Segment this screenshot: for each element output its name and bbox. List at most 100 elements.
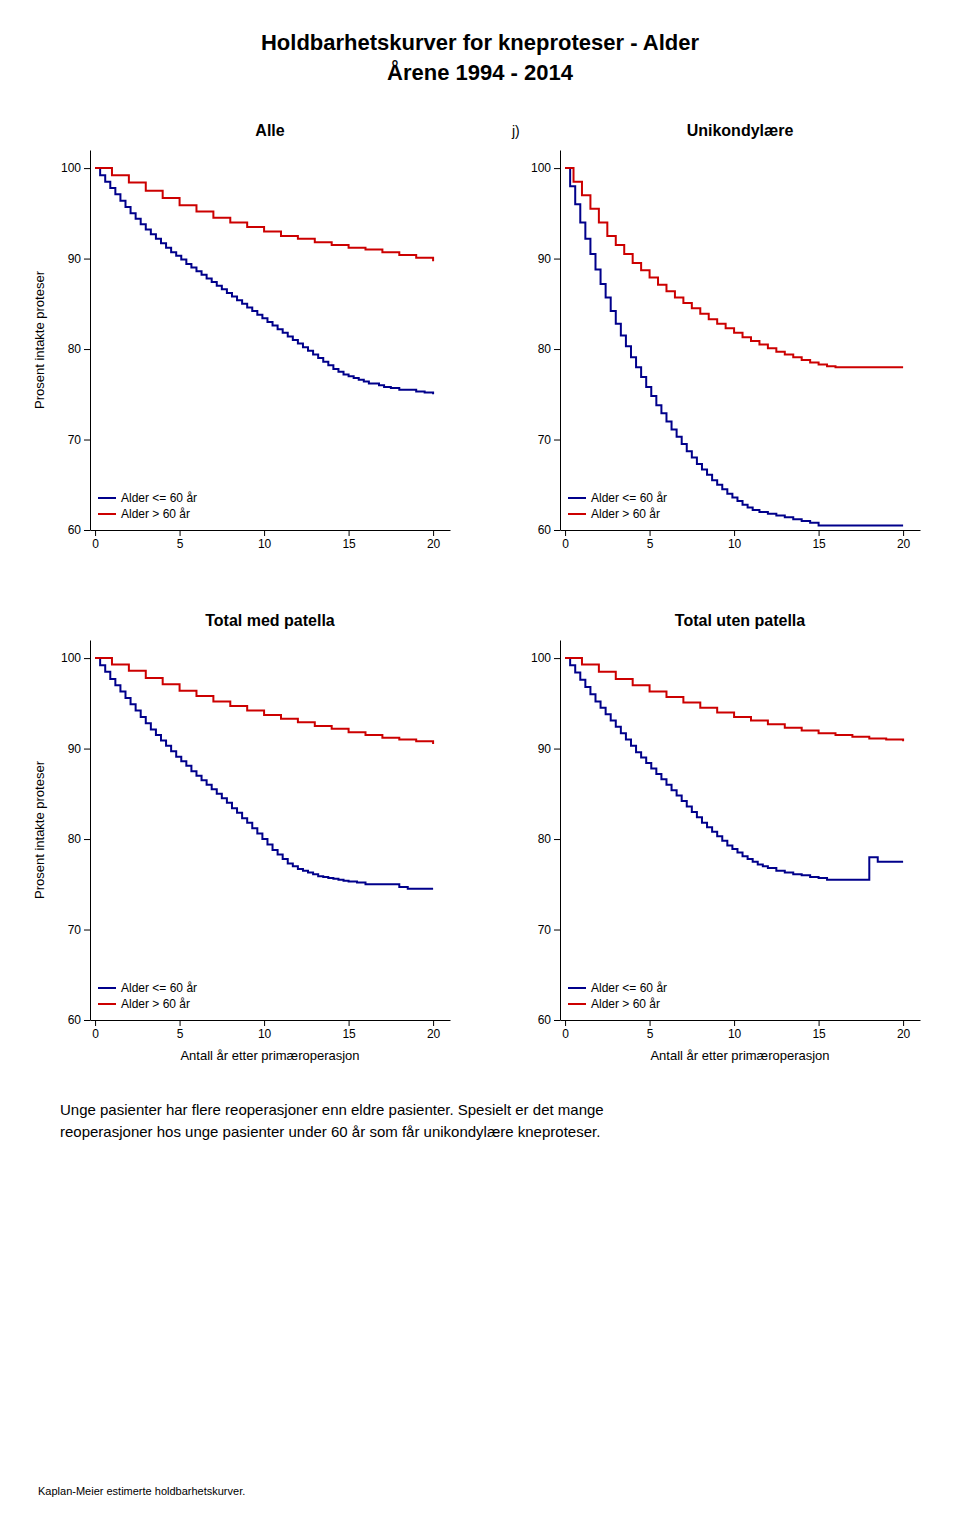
y-tick-mark bbox=[554, 440, 560, 441]
y-tick: 60 bbox=[68, 1013, 90, 1027]
x-axis-title: Antall år etter primæroperasjon bbox=[650, 1048, 829, 1063]
y-axis: 60708090100 bbox=[61, 641, 91, 1028]
y-tick: 80 bbox=[68, 342, 90, 356]
panel: 0510152060708090100Total med patellaPros… bbox=[32, 612, 451, 1063]
y-tick: 100 bbox=[531, 651, 560, 665]
y-tick-mark bbox=[554, 749, 560, 750]
x-axis: 05101520 bbox=[91, 1020, 451, 1041]
series-line bbox=[95, 658, 433, 889]
panel-annotation: j) bbox=[511, 123, 520, 139]
y-tick-label: 70 bbox=[538, 433, 552, 447]
y-tick-label: 70 bbox=[538, 923, 552, 937]
panel-title: Total med patella bbox=[205, 612, 335, 629]
series-line bbox=[565, 658, 903, 741]
x-axis: 05101520 bbox=[91, 530, 451, 551]
x-axis-line bbox=[91, 530, 451, 531]
x-tick: 5 bbox=[647, 530, 654, 551]
y-tick-mark bbox=[554, 1020, 560, 1021]
legend-swatch bbox=[98, 497, 116, 499]
x-tick-label: 15 bbox=[342, 1027, 356, 1041]
x-tick-label: 5 bbox=[177, 1027, 184, 1041]
y-tick-label: 80 bbox=[68, 832, 82, 846]
x-tick: 20 bbox=[897, 530, 911, 551]
figure-subtitle: Årene 1994 - 2014 bbox=[387, 59, 574, 85]
y-tick-mark bbox=[554, 658, 560, 659]
y-tick-label: 90 bbox=[68, 742, 82, 756]
y-tick-label: 90 bbox=[68, 252, 82, 266]
y-tick-label: 100 bbox=[531, 161, 551, 175]
y-axis-line bbox=[90, 641, 91, 1021]
y-axis-title: Prosent intakte proteser bbox=[32, 270, 47, 409]
legend-item: Alder > 60 år bbox=[568, 507, 660, 521]
y-tick: 80 bbox=[538, 342, 560, 356]
series-line bbox=[565, 168, 903, 367]
y-tick-mark bbox=[84, 930, 90, 931]
x-tick-mark bbox=[650, 1020, 651, 1026]
x-tick-label: 5 bbox=[647, 1027, 654, 1041]
y-tick-mark bbox=[84, 530, 90, 531]
legend-swatch bbox=[568, 987, 586, 989]
x-tick-label: 15 bbox=[812, 537, 826, 551]
x-tick-label: 20 bbox=[427, 1027, 441, 1041]
x-tick: 0 bbox=[562, 1020, 569, 1041]
footnote: Kaplan-Meier estimerte holdbarhetskurver… bbox=[38, 1485, 245, 1497]
x-tick-mark bbox=[95, 1020, 96, 1026]
legend: Alder <= 60 årAlder > 60 år bbox=[98, 981, 197, 1011]
y-tick: 80 bbox=[68, 832, 90, 846]
y-tick-mark bbox=[84, 658, 90, 659]
legend-label: Alder <= 60 år bbox=[591, 981, 667, 995]
y-tick-mark bbox=[84, 839, 90, 840]
y-tick-mark bbox=[84, 749, 90, 750]
y-tick: 60 bbox=[538, 523, 560, 537]
x-tick-label: 5 bbox=[177, 537, 184, 551]
y-tick-label: 60 bbox=[538, 523, 552, 537]
x-tick-mark bbox=[180, 530, 181, 536]
y-tick-label: 80 bbox=[538, 342, 552, 356]
y-axis: 60708090100 bbox=[531, 641, 561, 1028]
x-tick-mark bbox=[349, 530, 350, 536]
legend-swatch bbox=[568, 1003, 586, 1005]
legend-swatch bbox=[568, 513, 586, 515]
x-tick: 10 bbox=[728, 1020, 742, 1041]
y-axis-line bbox=[560, 641, 561, 1021]
y-tick: 70 bbox=[538, 433, 560, 447]
x-tick-mark bbox=[819, 530, 820, 536]
figure: Holdbarhetskurver for kneproteser - Alde… bbox=[0, 0, 960, 1523]
x-tick: 5 bbox=[647, 1020, 654, 1041]
x-tick: 15 bbox=[812, 530, 826, 551]
x-tick-mark bbox=[819, 1020, 820, 1026]
figure-title: Holdbarhetskurver for kneproteser - Alde… bbox=[261, 30, 700, 55]
legend-label: Alder > 60 år bbox=[591, 507, 660, 521]
x-tick-mark bbox=[565, 530, 566, 536]
x-tick-label: 20 bbox=[897, 537, 911, 551]
y-tick-label: 90 bbox=[538, 252, 552, 266]
x-tick-mark bbox=[264, 530, 265, 536]
y-axis: 60708090100 bbox=[61, 151, 91, 538]
y-tick-label: 60 bbox=[68, 523, 82, 537]
x-tick-mark bbox=[264, 1020, 265, 1026]
x-tick-label: 15 bbox=[812, 1027, 826, 1041]
series-line bbox=[95, 168, 433, 261]
y-tick: 70 bbox=[538, 923, 560, 937]
panel-title: Total uten patella bbox=[675, 612, 805, 629]
x-tick-mark bbox=[349, 1020, 350, 1026]
plot-area bbox=[95, 168, 433, 394]
legend-label: Alder > 60 år bbox=[121, 507, 190, 521]
legend-label: Alder > 60 år bbox=[121, 997, 190, 1011]
y-tick-label: 60 bbox=[538, 1013, 552, 1027]
y-tick-label: 100 bbox=[531, 651, 551, 665]
x-tick-label: 0 bbox=[562, 537, 569, 551]
y-tick-label: 100 bbox=[61, 651, 81, 665]
x-tick-mark bbox=[650, 530, 651, 536]
x-tick: 15 bbox=[812, 1020, 826, 1041]
legend: Alder <= 60 årAlder > 60 år bbox=[98, 491, 197, 521]
panel-title: Alle bbox=[255, 122, 284, 139]
x-axis-line bbox=[91, 1020, 451, 1021]
panel-title: Unikondylære bbox=[687, 122, 794, 139]
y-tick-label: 90 bbox=[538, 742, 552, 756]
x-tick: 10 bbox=[258, 1020, 272, 1041]
x-tick: 5 bbox=[177, 1020, 184, 1041]
legend-swatch bbox=[568, 497, 586, 499]
legend: Alder <= 60 årAlder > 60 år bbox=[568, 491, 667, 521]
x-tick: 10 bbox=[258, 530, 272, 551]
